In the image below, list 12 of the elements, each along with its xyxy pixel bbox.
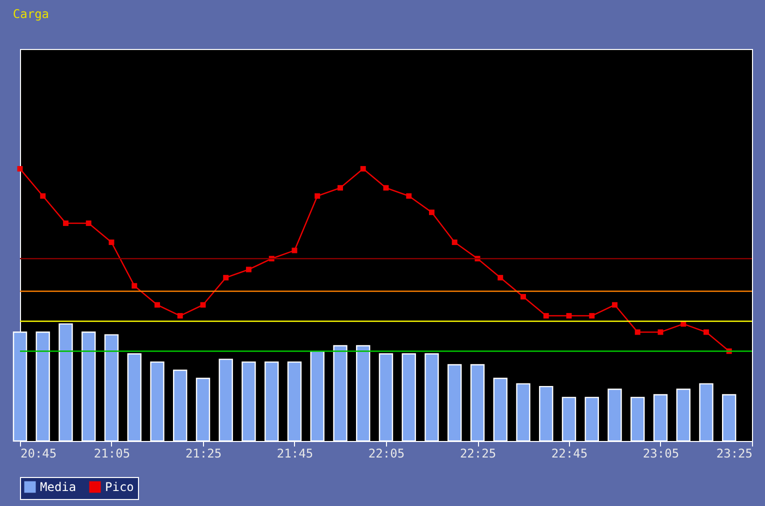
x-tick-label: 23:25 xyxy=(716,446,752,460)
x-tick-label: 21:05 xyxy=(94,446,130,460)
legend-label: Pico xyxy=(105,480,134,494)
x-tick-label: 22:05 xyxy=(368,446,405,460)
x-tick-label: 22:25 xyxy=(460,446,496,460)
chart-title: Carga xyxy=(12,7,50,21)
x-tick-label: 22:45 xyxy=(551,446,588,460)
x-tick-label: 23:05 xyxy=(642,446,680,460)
x-tick-label: 21:45 xyxy=(276,446,314,460)
x-tick-label: 20:45 xyxy=(20,446,57,460)
legend-label: Media xyxy=(40,480,76,494)
x-tick-label: 21:25 xyxy=(185,446,222,460)
